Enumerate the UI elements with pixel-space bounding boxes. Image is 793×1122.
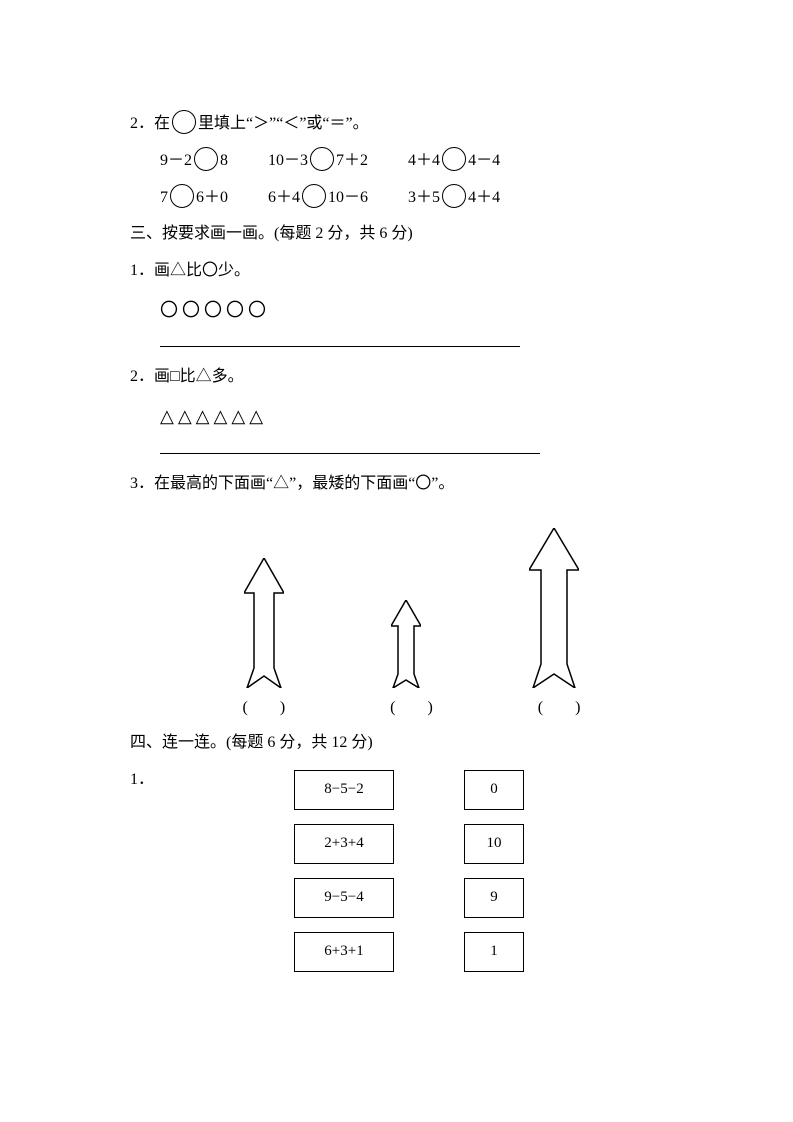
match-left-box[interactable]: 9−5−4	[294, 878, 394, 918]
match-right-box[interactable]: 0	[464, 770, 524, 810]
circle-blank-icon[interactable]	[310, 147, 334, 171]
eq-cell: 76＋0	[160, 184, 228, 213]
arrows-row	[190, 518, 633, 688]
eq-cell: 3＋54＋4	[408, 184, 500, 213]
answer-line[interactable]	[160, 346, 520, 347]
match-right-box[interactable]: 10	[464, 824, 524, 864]
arrow-1	[244, 558, 284, 688]
match-right-col: 0 10 9 1	[464, 770, 524, 972]
match-left-box[interactable]: 2+3+4	[294, 824, 394, 864]
s3-q3-prompt: 3．在最高的下面画“△”，最矮的下面画“〇”。	[130, 470, 663, 499]
match-right-box[interactable]: 9	[464, 878, 524, 918]
q2-prompt: 2．在 里填上“＞”“＜”或“＝”。	[130, 110, 663, 139]
s3-q2-shapes: △△△△△△	[160, 400, 663, 432]
paren-blank[interactable]: ( )	[371, 694, 451, 723]
match-left-box[interactable]: 6+3+1	[294, 932, 394, 972]
section4-heading: 四、连一连。(每题 6 分，共 12 分)	[130, 729, 663, 758]
s3-q2-prompt: 2．画□比△多。	[130, 363, 663, 392]
q2-suffix: 里填上“＞”“＜”或“＝”。	[198, 115, 369, 132]
up-arrow-icon	[244, 558, 284, 688]
s3-q1-shapes: 〇〇〇〇〇	[160, 294, 663, 326]
s4-q1-label: 1．	[130, 766, 154, 795]
q2-row2: 76＋0 6＋410－6 3＋54＋4	[160, 184, 663, 213]
match-left-box[interactable]: 8−5−2	[294, 770, 394, 810]
arrow-2	[391, 600, 421, 688]
up-arrow-icon	[529, 528, 579, 688]
circle-blank-icon	[172, 110, 196, 134]
s3-q1-prompt: 1．画△比〇少。	[130, 257, 663, 286]
match-right-box[interactable]: 1	[464, 932, 524, 972]
circle-blank-icon[interactable]	[194, 147, 218, 171]
circle-blank-icon[interactable]	[442, 184, 466, 208]
circle-blank-icon[interactable]	[170, 184, 194, 208]
match-left-col: 8−5−2 2+3+4 9−5−4 6+3+1	[294, 770, 394, 972]
up-arrow-icon	[391, 600, 421, 688]
section3-heading: 三、按要求画一画。(每题 2 分，共 6 分)	[130, 220, 663, 249]
answer-line[interactable]	[160, 453, 540, 454]
eq-cell: 9－28	[160, 147, 228, 176]
match-area: 8−5−2 2+3+4 9−5−4 6+3+1 0 10 9 1	[294, 770, 524, 972]
q2-prefix: 2．在	[130, 115, 170, 132]
eq-cell: 4＋44－4	[408, 147, 500, 176]
paren-blank[interactable]: ( )	[224, 694, 304, 723]
eq-cell: 6＋410－6	[268, 184, 368, 213]
eq-cell: 10－37＋2	[268, 147, 368, 176]
paren-row: ( ) ( ) ( )	[190, 694, 633, 723]
circle-blank-icon[interactable]	[442, 147, 466, 171]
paren-blank[interactable]: ( )	[519, 694, 599, 723]
circle-blank-icon[interactable]	[302, 184, 326, 208]
s4-q1: 1． 8−5−2 2+3+4 9−5−4 6+3+1 0 10 9 1	[130, 766, 663, 972]
arrow-3	[529, 528, 579, 688]
q2-row1: 9－28 10－37＋2 4＋44－4	[160, 147, 663, 176]
